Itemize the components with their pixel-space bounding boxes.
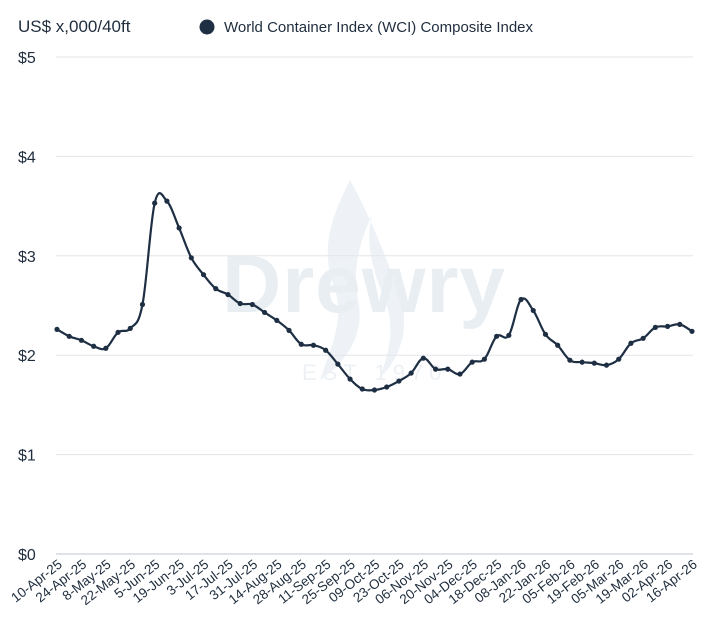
data-point [555, 342, 561, 348]
data-point [274, 317, 280, 324]
y-tick-label: $1 [18, 448, 36, 465]
legend-marker-icon [199, 19, 215, 35]
data-point [579, 359, 585, 365]
y-axis-ticks: $0 $1 $2 $3 $4 $5 [18, 50, 36, 564]
data-point [530, 307, 536, 314]
data-point [127, 325, 133, 331]
data-point [152, 200, 158, 206]
data-point [66, 333, 72, 339]
data-point [347, 376, 353, 382]
watermark-subtext: EST 1970 [302, 360, 447, 385]
data-point [603, 362, 610, 368]
data-point [78, 337, 85, 343]
data-point [628, 340, 634, 346]
y-tick-label: $3 [18, 249, 36, 266]
data-point [225, 291, 231, 298]
data-point [298, 341, 304, 347]
data-point [359, 386, 365, 392]
legend-label: World Container Index (WCI) Composite In… [224, 19, 534, 36]
data-point [164, 198, 170, 204]
data-point [677, 321, 683, 327]
data-point [213, 286, 219, 292]
data-point [188, 255, 194, 261]
data-point [310, 342, 317, 348]
data-point [103, 345, 109, 351]
y-axis-unit-label: US$ x,000/40ft [18, 17, 131, 36]
data-point [408, 370, 414, 376]
data-point [139, 301, 146, 308]
data-point [432, 366, 439, 372]
data-point [54, 326, 60, 332]
drewry-watermark: Drewry EST 1970 [222, 180, 506, 385]
data-point [640, 335, 646, 341]
data-point [115, 329, 121, 335]
data-point [420, 355, 426, 361]
data-point [494, 333, 500, 339]
data-point [445, 366, 451, 372]
y-tick-label: $2 [18, 348, 36, 365]
grid [56, 56, 693, 555]
y-tick-label: $4 [18, 149, 36, 166]
series-group [54, 192, 695, 393]
data-point [664, 323, 671, 329]
data-point [567, 357, 573, 363]
flame-logo-icon [320, 180, 405, 380]
data-point [481, 356, 488, 362]
watermark-text: Drewry [222, 239, 506, 330]
data-point [335, 361, 341, 367]
data-point [176, 225, 182, 231]
data-point [91, 343, 97, 349]
data-point [249, 301, 255, 308]
data-point [396, 378, 402, 384]
data-point [384, 384, 390, 390]
x-axis-ticks: 10-Apr-2524-Apr-258-May-2522-May-255-Jun… [8, 557, 700, 609]
data-point [371, 387, 378, 393]
data-point [652, 324, 658, 330]
y-tick-label: $0 [18, 547, 36, 564]
legend: World Container Index (WCI) Composite In… [199, 19, 534, 36]
data-point [542, 331, 549, 337]
data-point [506, 332, 512, 338]
data-point [200, 272, 207, 278]
y-tick-label: $5 [18, 50, 36, 67]
data-point [286, 327, 292, 333]
data-point [591, 360, 597, 366]
data-point [518, 296, 524, 303]
data-point [689, 328, 695, 334]
data-point [261, 309, 268, 316]
data-point [469, 359, 475, 365]
data-point [457, 371, 463, 377]
data-point [237, 300, 243, 307]
data-point [616, 356, 622, 362]
data-point [323, 347, 329, 353]
